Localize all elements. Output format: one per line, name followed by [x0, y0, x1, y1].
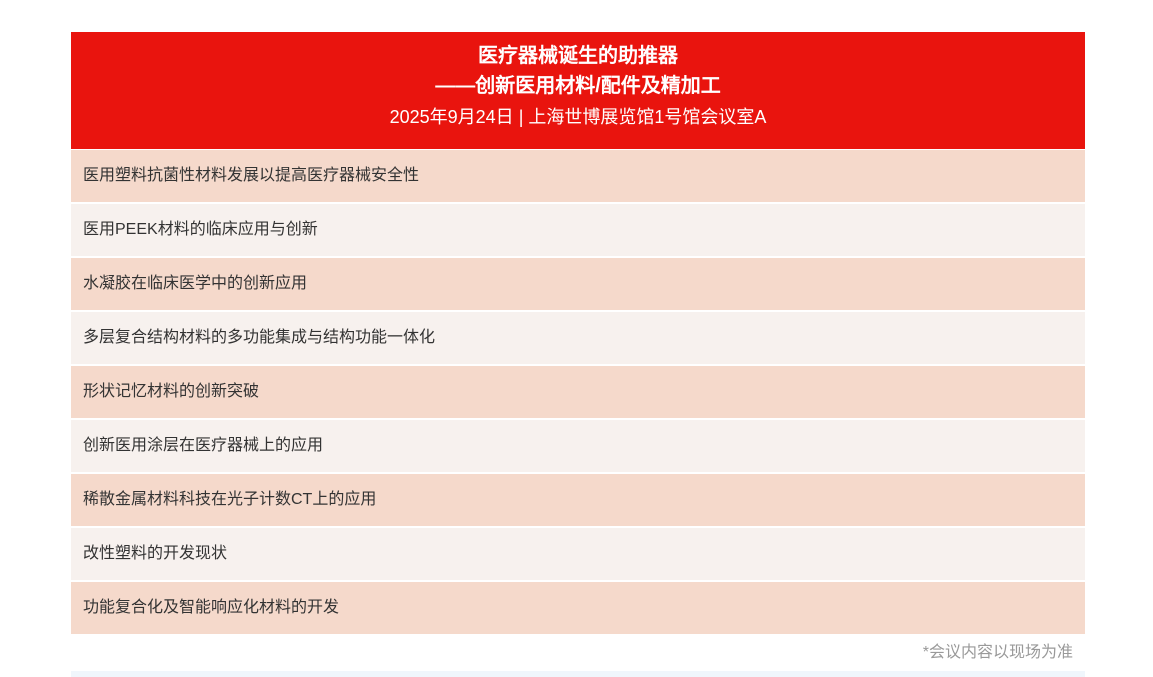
topic-row: 多层复合结构材料的多功能集成与结构功能一体化 [71, 312, 1085, 364]
topic-row: 形状记忆材料的创新突破 [71, 366, 1085, 418]
title-line-1: 医疗器械诞生的助推器 [478, 45, 678, 67]
title-line-2: ——创新医用材料/配件及精加工 [435, 75, 721, 97]
topic-row: 改性塑料的开发现状 [71, 528, 1085, 580]
disclaimer-note: *会议内容以现场为准 [922, 644, 1073, 661]
topic-list: 医用塑料抗菌性材料发展以提高医疗器械安全性 医用PEEK材料的临床应用与创新 水… [71, 150, 1085, 634]
bottom-divider [71, 671, 1085, 677]
venue: 上海世博展览馆1号馆会议室A [528, 107, 767, 127]
date: 2025年9月24日 [389, 107, 514, 127]
topic-row: 稀散金属材料科技在光子计数CT上的应用 [71, 474, 1085, 526]
topic-row: 医用PEEK材料的临床应用与创新 [71, 204, 1085, 256]
topic-row: 功能复合化及智能响应化材料的开发 [71, 582, 1085, 634]
separator: | [518, 107, 524, 127]
date-venue: 2025年9月24日 | 上海世博展览馆1号馆会议室A [71, 102, 1085, 132]
agenda-header: 医疗器械诞生的助推器 ——创新医用材料/配件及精加工 2025年9月24日 | … [71, 32, 1085, 149]
topic-row: 医用塑料抗菌性材料发展以提高医疗器械安全性 [71, 150, 1085, 202]
agenda-panel: 医疗器械诞生的助推器 ——创新医用材料/配件及精加工 2025年9月24日 | … [71, 32, 1085, 677]
topic-row: 创新医用涂层在医疗器械上的应用 [71, 420, 1085, 472]
topic-row: 水凝胶在临床医学中的创新应用 [71, 258, 1085, 310]
